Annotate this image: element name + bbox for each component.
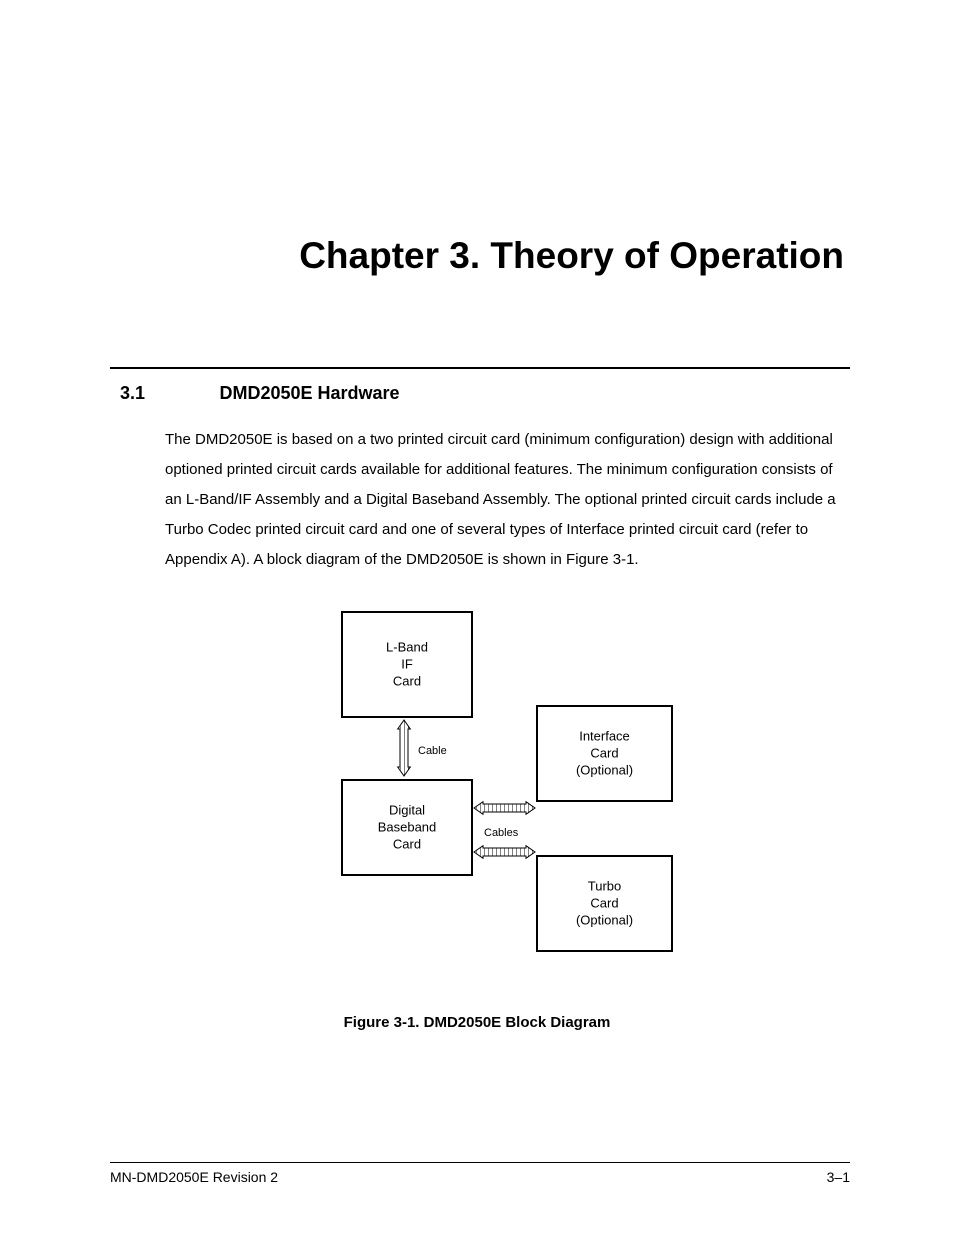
svg-text:Card: Card: [590, 746, 618, 761]
section-heading: 3.1 DMD2050E Hardware: [120, 383, 844, 404]
svg-text:Cable: Cable: [418, 745, 447, 757]
svg-text:Interface: Interface: [579, 729, 630, 744]
figure-caption: Figure 3-1. DMD2050E Block Diagram: [0, 1014, 954, 1031]
block-diagram: Cable Cables L-Band IF Card Digital Baseband Ca…: [332, 608, 702, 978]
svg-text:Cables: Cables: [484, 827, 519, 839]
svg-text:Card: Card: [393, 674, 421, 689]
page-footer: MN-DMD2050E Revision 2 3–1: [110, 1162, 850, 1185]
svg-text:(Optional): (Optional): [576, 763, 633, 778]
svg-text:Digital: Digital: [389, 803, 425, 818]
footer-left: MN-DMD2050E Revision 2: [110, 1169, 278, 1185]
footer-right: 3–1: [827, 1169, 850, 1185]
document-page: Chapter 3. Theory of Operation 3.1 DMD20…: [0, 0, 954, 1235]
svg-text:Turbo: Turbo: [588, 879, 621, 894]
svg-text:(Optional): (Optional): [576, 913, 633, 928]
svg-text:Baseband: Baseband: [378, 820, 437, 835]
svg-text:Card: Card: [590, 896, 618, 911]
section-title: DMD2050E Hardware: [219, 383, 399, 404]
svg-text:L-Band: L-Band: [386, 640, 428, 655]
svg-text:Card: Card: [393, 837, 421, 852]
section-number: 3.1: [120, 383, 145, 404]
section-divider: [110, 367, 850, 369]
chapter-title: Chapter 3. Theory of Operation: [299, 235, 844, 277]
body-paragraph: The DMD2050E is based on a two printed c…: [165, 425, 844, 575]
svg-text:IF: IF: [401, 657, 413, 672]
